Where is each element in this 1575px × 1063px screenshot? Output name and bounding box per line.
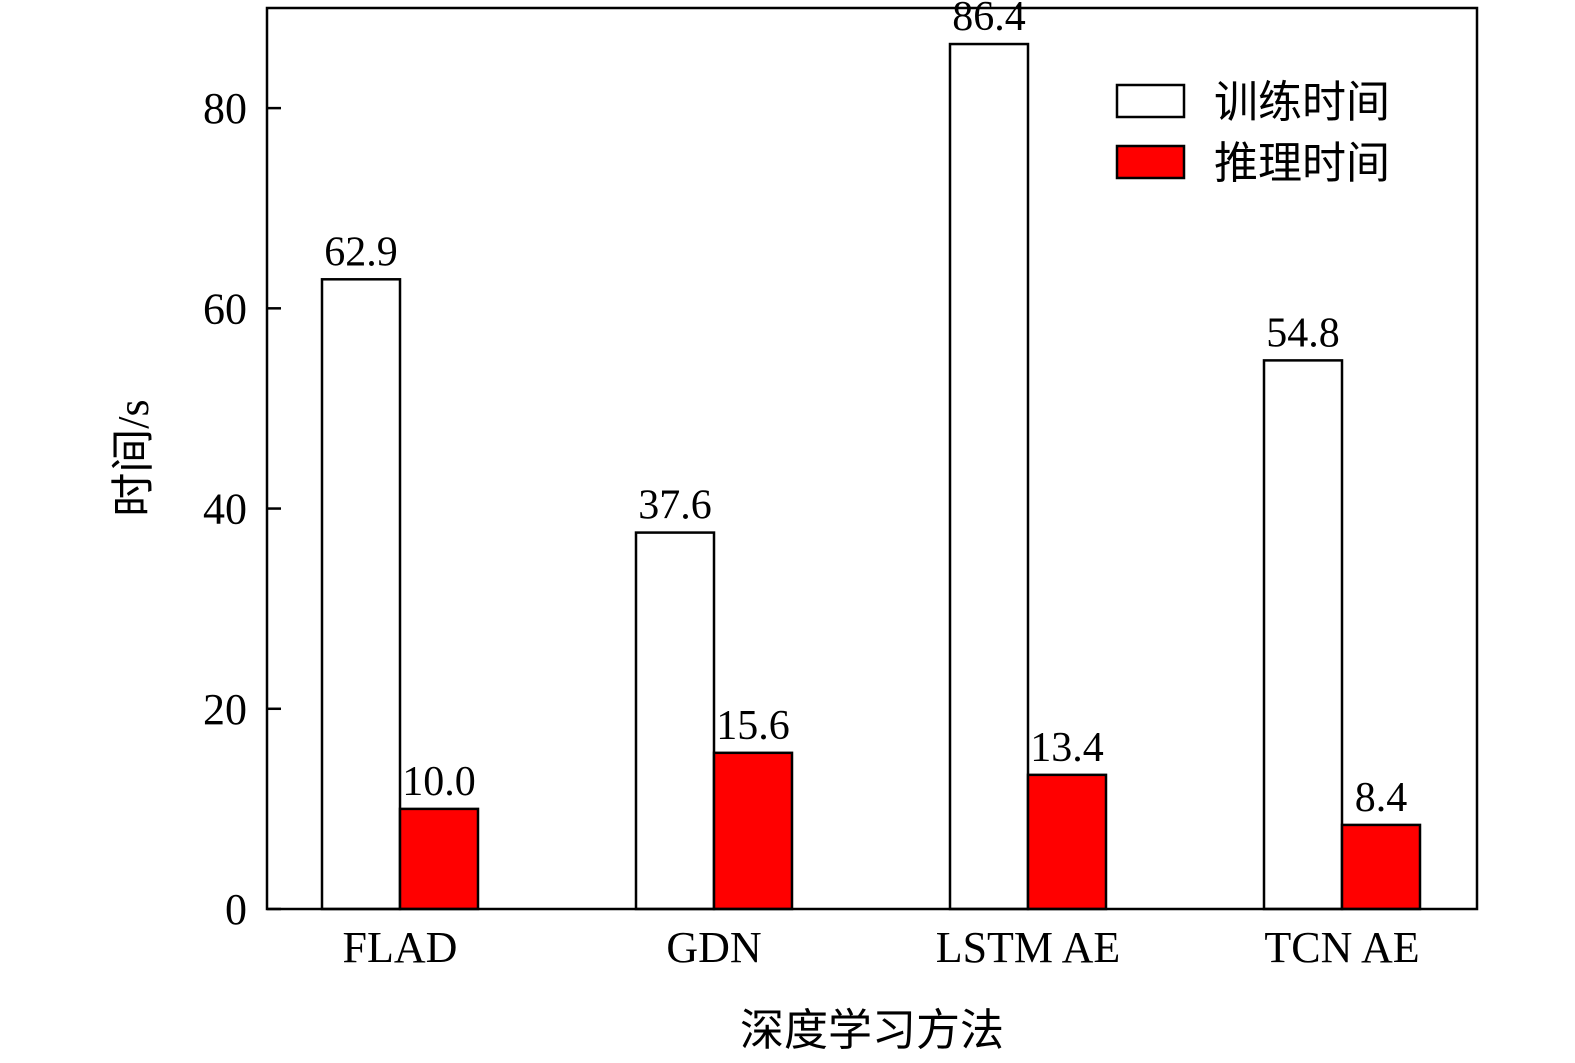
legend: 训练时间 推理时间 [1115,78,1390,188]
y-tick-label: 40 [203,485,247,534]
x-tick-label: GDN [666,923,761,972]
y-axis-title: 时间/s [109,399,158,516]
value-label: 10.0 [402,759,476,805]
bar-inference-0 [398,807,480,911]
x-tick-label: TCN AE [1264,923,1419,972]
value-label: 13.4 [1030,725,1104,771]
value-label: 86.4 [952,0,1026,40]
value-label: 15.6 [716,703,790,749]
legend-swatch-training-time [1115,83,1186,119]
bar-training-2 [948,42,1030,911]
legend-label-inference-time: 推理时间 [1214,139,1390,188]
y-tick-label: 0 [225,885,247,934]
plot-frame [265,6,1479,911]
x-axis-title: 深度学习方法 [740,1006,1004,1055]
value-label: 8.4 [1355,775,1408,821]
legend-swatch-inference-time [1115,144,1186,180]
x-axis: FLAD GDN LSTM AE TCN AE [343,923,1420,972]
bar-inference-2 [1026,773,1108,911]
value-labels-layer: 62.9 10.0 37.6 15.6 86.4 13.4 54.8 8.4 [324,0,1407,821]
y-tick-label: 20 [203,685,247,734]
value-label: 54.8 [1266,310,1340,356]
y-tick-label: 80 [203,84,247,133]
legend-label-training-time: 训练时间 [1214,78,1390,127]
bar-training-3 [1262,359,1344,911]
value-label: 37.6 [638,483,712,529]
bar-inference-3 [1340,823,1422,911]
bars-layer [320,42,1422,911]
bar-inference-1 [712,751,794,911]
value-label: 62.9 [324,229,398,275]
x-tick-label: LSTM AE [936,923,1121,972]
y-axis: 0 20 40 60 80 [203,84,281,934]
bar-training-1 [634,531,716,911]
bar-training-0 [320,278,402,911]
y-tick-label: 60 [203,284,247,333]
x-tick-label: FLAD [343,923,458,972]
